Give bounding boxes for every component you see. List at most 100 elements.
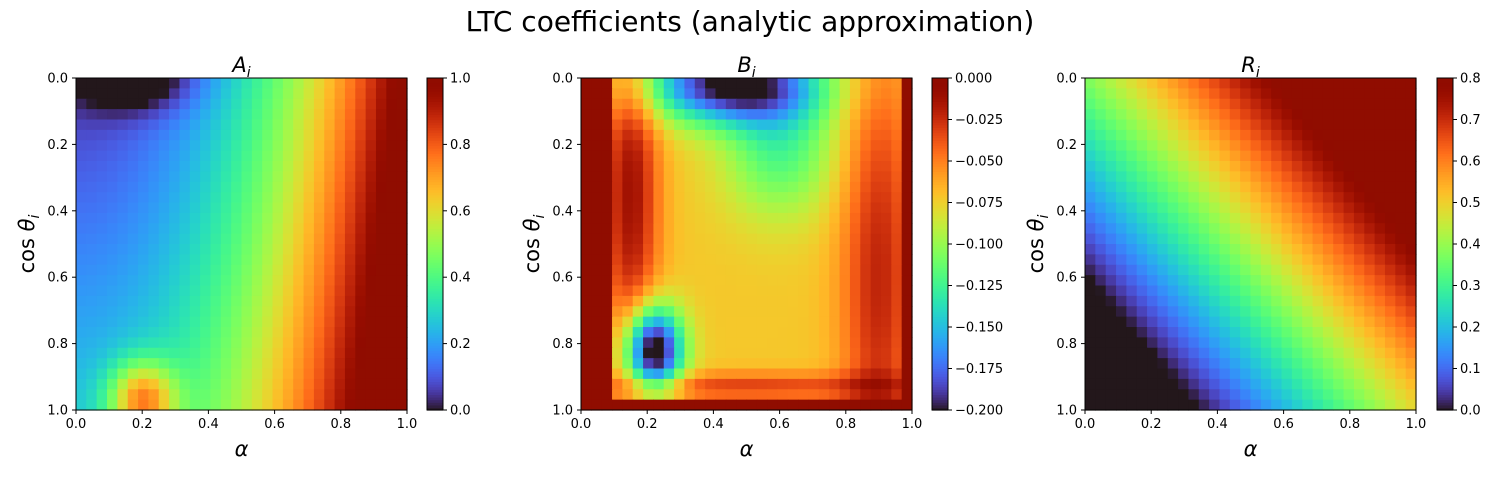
heatmap-cell xyxy=(901,275,913,287)
heatmap-cell xyxy=(1353,358,1365,370)
heatmap-cell xyxy=(86,161,98,172)
heatmap-cell xyxy=(313,181,325,193)
colorbar-step xyxy=(427,93,443,97)
heatmap-cell xyxy=(1147,129,1158,141)
heatmap-cell xyxy=(1333,306,1345,318)
heatmap-cell xyxy=(612,306,623,318)
colorbar-step xyxy=(932,161,948,165)
heatmap-cell xyxy=(396,399,408,411)
heatmap-cell xyxy=(787,389,799,401)
heatmap-cell xyxy=(231,378,243,390)
heatmap-cell xyxy=(375,78,387,89)
heatmap-cell xyxy=(1116,212,1127,224)
heatmap-cell xyxy=(241,316,253,328)
heatmap-cell xyxy=(293,347,305,359)
heatmap-cell xyxy=(653,295,665,307)
heatmap-cell xyxy=(1105,254,1117,266)
heatmap-cell xyxy=(1302,129,1314,141)
heatmap-cell xyxy=(251,306,263,318)
heatmap-cell xyxy=(1395,306,1407,318)
heatmap-cell xyxy=(210,119,222,131)
heatmap-cell xyxy=(365,358,377,370)
heatmap-cell xyxy=(334,368,346,380)
heatmap-cell xyxy=(1188,389,1200,401)
heatmap-cell xyxy=(1260,275,1272,287)
heatmap-cell xyxy=(344,327,356,338)
colorbar-step xyxy=(1437,218,1453,222)
heatmap-cell xyxy=(169,119,181,131)
heatmap-cell xyxy=(1178,295,1190,307)
colorbar-step xyxy=(427,381,443,385)
heatmap-cell xyxy=(1095,202,1107,214)
heatmap-cell xyxy=(1116,109,1127,121)
heatmap-cell xyxy=(1312,358,1324,370)
heatmap-cell xyxy=(1312,150,1324,162)
heatmap-cell xyxy=(200,150,212,162)
colorbar-step xyxy=(932,186,948,191)
heatmap-cell xyxy=(231,368,243,380)
heatmap-cell xyxy=(725,327,737,338)
colorbar-step xyxy=(932,360,948,364)
colorbar-step xyxy=(1437,109,1453,113)
heatmap-cell xyxy=(355,98,367,110)
heatmap-cell xyxy=(365,212,377,224)
heatmap-cell xyxy=(715,212,727,224)
heatmap-cell xyxy=(653,223,665,235)
heatmap-cell xyxy=(860,161,872,172)
heatmap-cell xyxy=(1384,129,1396,141)
heatmap-cell xyxy=(756,327,768,338)
heatmap-cell xyxy=(870,202,882,214)
colorbar-step xyxy=(1437,207,1453,211)
heatmap-cell xyxy=(200,212,212,224)
heatmap-cell xyxy=(849,327,861,338)
heatmap-cell xyxy=(272,327,284,338)
heatmap-cell xyxy=(736,88,748,100)
heatmap-cell xyxy=(591,119,603,131)
heatmap-cell xyxy=(86,275,98,287)
heatmap-cell xyxy=(1322,358,1334,370)
heatmap-cell xyxy=(746,78,758,89)
heatmap-cell xyxy=(746,316,758,328)
heatmap-cell xyxy=(334,119,346,131)
heatmap-cell xyxy=(386,264,398,276)
heatmap-cell xyxy=(591,212,603,224)
heatmap-cell xyxy=(1374,171,1386,183)
heatmap-cell xyxy=(1105,129,1117,141)
heatmap-cell xyxy=(674,264,686,276)
heatmap-cell xyxy=(787,347,799,359)
heatmap-cell xyxy=(705,150,717,162)
heatmap-cell xyxy=(241,212,253,224)
heatmap-cell xyxy=(272,378,284,390)
heatmap-cell xyxy=(1136,78,1148,89)
heatmap-cell xyxy=(241,223,253,235)
y-tick-label: 0.8 xyxy=(1056,337,1077,352)
heatmap-cell xyxy=(1116,389,1127,401)
heatmap-cell xyxy=(643,181,654,193)
heatmap-cell xyxy=(1395,98,1407,110)
heatmap-cell xyxy=(715,389,727,401)
heatmap-cell xyxy=(272,192,284,204)
heatmap-cell xyxy=(901,109,913,121)
heatmap-cell xyxy=(1333,140,1345,152)
heatmap-cell xyxy=(581,140,592,152)
heatmap-cell xyxy=(880,212,892,224)
heatmap-cell xyxy=(1178,368,1190,380)
heatmap-cell xyxy=(1395,192,1407,204)
heatmap-cell xyxy=(386,98,398,110)
heatmap-cell xyxy=(107,254,118,266)
heatmap-cell xyxy=(818,109,830,121)
heatmap-cell xyxy=(1322,254,1334,266)
heatmap-cell xyxy=(1136,264,1148,276)
heatmap-cell xyxy=(1312,109,1324,121)
heatmap-cell xyxy=(1405,316,1417,328)
heatmap-cell xyxy=(86,399,98,411)
heatmap-cell xyxy=(684,264,696,276)
heatmap-cell xyxy=(375,212,387,224)
heatmap-cell xyxy=(1105,212,1117,224)
heatmap-cell xyxy=(1353,275,1365,287)
heatmap-cell xyxy=(1219,275,1231,287)
x-tick-label: 0.4 xyxy=(1207,417,1228,432)
colorbar-frame xyxy=(426,77,444,411)
heatmap-cell xyxy=(334,285,346,297)
colorbar-step xyxy=(427,339,443,344)
